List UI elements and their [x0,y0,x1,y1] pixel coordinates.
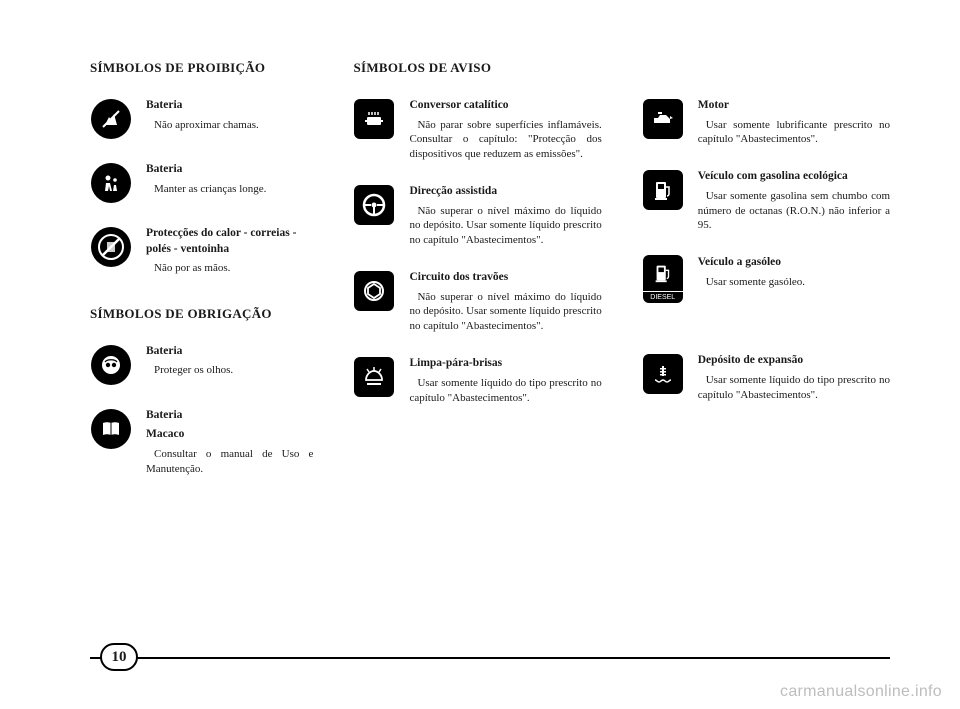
entry-body: Não superar o nível máximo do líquido no… [409,290,601,335]
no-hands-icon [90,226,132,268]
entry-body: Consultar o manual de Uso e Manutenção. [146,447,313,477]
entry-body: Não parar sobre superfícies inflamáveis.… [409,118,601,163]
catalytic-icon [353,98,395,140]
entry-body: Usar somente gasóleo. [698,275,890,290]
entry-body: Usar somente líquido do tipo prescrito n… [409,376,601,406]
entry-title: Motor [698,98,890,114]
entry-body: Usar somente gasolina sem chumbo com núm… [698,189,890,234]
no-flame-icon [90,98,132,140]
entry-title: Protecções do calor - correias - polés -… [146,226,313,257]
entry-body: Não aproximar chamas. [146,118,313,133]
prohibition-heading: SÍMBOLOS DE PROIBIÇÃO [90,60,313,76]
page-number: 10 [100,643,138,671]
entry-title: Veículo a gasóleo [698,255,890,271]
entry-title: Bateria [146,408,313,424]
brake-circuit-icon [353,270,395,312]
entry-body: Manter as crianças longe. [146,182,313,197]
entry-catalytic: Conversor catalítico Não parar sobre sup… [353,98,601,162]
fuel-pump-icon [642,169,684,211]
eye-protection-icon [90,344,132,386]
steering-wheel-icon [353,184,395,226]
entry-eco-fuel: Veículo com gasolina ecológica Usar some… [642,169,890,233]
coolant-icon [642,353,684,395]
footer-rule [90,657,890,659]
entry-steering: Direcção assistida Não superar o nível m… [353,184,601,248]
entry-body: Proteger os olhos. [146,363,313,378]
entry-title: Veículo com gasolina ecológica [698,169,890,185]
warning-heading: SÍMBOLOS DE AVISO [353,60,601,76]
entry-diesel: DIESEL Veículo a gasóleo Usar somente ga… [642,255,890,303]
entry-body: Usar somente líquido do tipo prescrito n… [698,373,890,403]
obligation-heading: SÍMBOLOS DE OBRIGAÇÃO [90,306,313,322]
entry-title: Circuito dos travões [409,270,601,286]
entry-battery-flame: Bateria Não aproximar chamas. [90,98,313,140]
column-layout: SÍMBOLOS DE PROIBIÇÃO Bateria Não aproxi… [90,60,890,499]
oil-can-icon [642,98,684,140]
manual-book-icon [90,408,132,450]
entry-body: Não por as mãos. [146,261,313,276]
entry-engine: Motor Usar somente lubrificante prescrit… [642,98,890,147]
spacer-heading [642,60,890,76]
diesel-pump-icon: DIESEL [642,255,684,303]
entry-title: Bateria [146,162,313,178]
entry-body: Usar somente lubrificante prescrito no c… [698,118,890,148]
entry-belts: Protecções do calor - correias - polés -… [90,226,313,276]
entry-body: Não superar o nível máximo do líquido no… [409,204,601,249]
entry-title-2: Macaco [146,427,313,443]
entry-expansion: Depósito de expansão Usar somente líquid… [642,353,890,402]
entry-battery-kids: Bateria Manter as crianças longe. [90,162,313,204]
wiper-icon [353,356,395,398]
watermark-text: carmanualsonline.info [780,683,942,701]
entry-title: Depósito de expansão [698,353,890,369]
entry-manual: Bateria Macaco Consultar o manual de Uso… [90,408,313,477]
entry-wipers: Limpa-pára-brisas Usar somente líquido d… [353,356,601,405]
entry-title: Bateria [146,344,313,360]
entry-title: Direcção assistida [409,184,601,200]
right-column: Motor Usar somente lubrificante prescrit… [642,60,890,499]
entry-title: Limpa-pára-brisas [409,356,601,372]
manual-page: SÍMBOLOS DE PROIBIÇÃO Bateria Não aproxi… [0,0,960,539]
no-children-icon [90,162,132,204]
entry-brakes: Circuito dos travões Não superar o nível… [353,270,601,334]
page-footer: 10 [0,643,960,673]
diesel-label: DIESEL [643,291,683,303]
entry-battery-eyes: Bateria Proteger os olhos. [90,344,313,386]
middle-column: SÍMBOLOS DE AVISO Conversor catalítico N… [353,60,601,499]
entry-title: Conversor catalítico [409,98,601,114]
left-column: SÍMBOLOS DE PROIBIÇÃO Bateria Não aproxi… [90,60,313,499]
entry-title: Bateria [146,98,313,114]
